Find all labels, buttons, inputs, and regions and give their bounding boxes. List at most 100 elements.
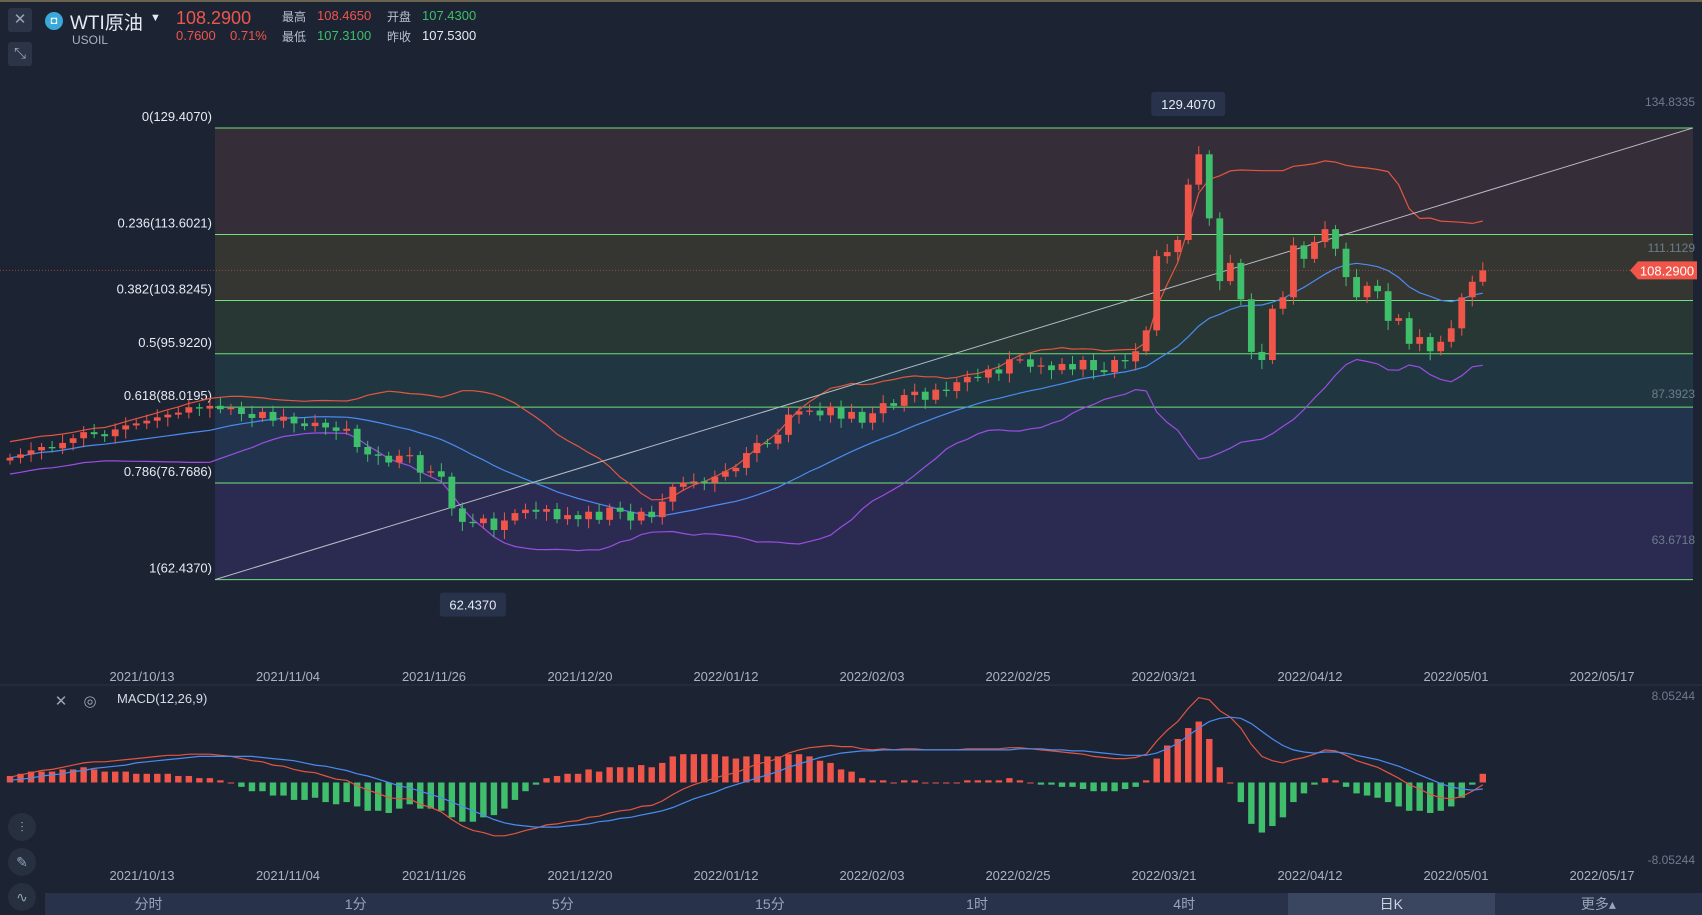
candle-body (59, 442, 66, 449)
candle-body (1216, 218, 1224, 282)
macd-histogram-bar (427, 782, 434, 809)
macd-histogram-bar (1258, 782, 1266, 833)
candle-body (1037, 365, 1045, 367)
prev-close-value: 107.5300 (422, 28, 477, 43)
candle-body (238, 407, 245, 414)
candle-body (248, 413, 256, 418)
fib-label: 1(62.4370) (149, 561, 212, 576)
close-icon[interactable]: ✕ (8, 8, 32, 32)
candle-body (858, 411, 866, 423)
tab-timeframe[interactable]: 1分 (344, 896, 367, 912)
tab-timeframe[interactable]: 1时 (966, 896, 988, 912)
candle-body (1006, 359, 1013, 374)
macd-histogram-bar (269, 782, 277, 796)
candle-body (406, 455, 414, 457)
macd-histogram-bar (858, 778, 866, 783)
high-value: 108.4650 (317, 8, 372, 23)
fib-zone (215, 353, 1693, 408)
candle-body (1321, 229, 1329, 242)
last-price: 108.2900 (176, 8, 252, 28)
tab-timeframe[interactable]: 15分 (755, 896, 785, 912)
candle-body (1142, 330, 1150, 352)
tab-timeframe[interactable]: 5分 (551, 896, 574, 912)
symbol-logo-icon: ◘ (45, 12, 63, 30)
candle-body (122, 425, 130, 430)
macd-histogram-bar (175, 775, 182, 783)
candle-body (669, 486, 677, 502)
candle-body (1100, 370, 1108, 373)
candle-body (364, 447, 372, 455)
candle-body (1226, 262, 1234, 282)
prev-close-label: 昨收 (387, 30, 412, 44)
candle-body (511, 513, 519, 521)
candle-type-icon[interactable]: ⫶ (8, 813, 36, 841)
macd-date-axis-label: 2021/11/26 (402, 868, 466, 883)
macd-histogram-bar (122, 771, 129, 783)
macd-date-axis-label: 2021/10/13 (109, 868, 174, 883)
candle-body (1184, 184, 1192, 240)
macd-histogram-bar (827, 762, 834, 783)
candle-body (1153, 256, 1161, 331)
macd-histogram-bar (1311, 782, 1318, 785)
macd-histogram-bar (322, 782, 329, 803)
date-axis-label: 2022/02/25 (985, 669, 1050, 684)
tab-timeframe[interactable]: 更多▴ (1580, 896, 1616, 912)
candle-body (217, 405, 224, 410)
macd-histogram-bar (985, 780, 992, 783)
macd-histogram-bar (595, 771, 603, 783)
macd-histogram-bar (1479, 773, 1486, 783)
symbol-code: USOIL (72, 33, 109, 47)
macd-histogram-bar (69, 769, 77, 783)
candle-body (153, 417, 161, 421)
candle-body (1237, 262, 1245, 300)
macd-histogram-bar (48, 771, 56, 783)
macd-histogram-bar (1132, 782, 1139, 787)
candle-body (721, 471, 729, 477)
candle-body (764, 442, 771, 445)
high-marker-box (1151, 91, 1226, 116)
macd-histogram-bar (1321, 778, 1329, 783)
candle-body (963, 376, 971, 383)
fib-zone (215, 234, 1693, 301)
candle-body (448, 476, 456, 509)
macd-histogram-bar (890, 782, 897, 784)
macd-histogram-bar (785, 754, 792, 783)
pencil-icon[interactable]: ✎ (8, 848, 36, 876)
symbol-name[interactable]: WTI原油 (70, 13, 143, 34)
chevron-down-icon[interactable]: ▼ (150, 12, 161, 24)
macd-histogram-bar (816, 760, 824, 783)
candle-body (911, 391, 919, 396)
macd-histogram-bar (343, 782, 350, 803)
macd-histogram-bar (469, 782, 477, 822)
indicator-icon[interactable]: ∿ (8, 883, 36, 911)
tab-timeframe[interactable]: 分时 (134, 896, 163, 912)
macd-label: MACD(12,26,9) (117, 691, 208, 706)
macd-histogram-bar (1185, 728, 1192, 783)
tab-timeframe[interactable]: 4时 (1173, 896, 1196, 912)
candle-body (1058, 364, 1066, 371)
macd-settings-icon[interactable]: ◎ (83, 693, 97, 710)
macd-histogram-bar (690, 754, 697, 783)
macd-histogram-bar (1090, 782, 1097, 792)
candle-body (195, 407, 203, 409)
candle-body (900, 395, 908, 406)
macd-histogram-bar (1216, 767, 1223, 783)
macd-histogram-bar (1248, 782, 1255, 824)
expand-icon[interactable]: ⤡ (8, 42, 32, 66)
candle-body (564, 515, 571, 520)
candle-body (132, 423, 140, 426)
macd-close-icon[interactable]: ✕ (54, 693, 68, 710)
date-axis-label: 2022/03/21 (1131, 669, 1196, 684)
candle-body (101, 434, 109, 437)
macd-date-axis-label: 2022/04/12 (1277, 868, 1342, 883)
tab-timeframe[interactable]: 日K (1287, 893, 1495, 915)
macd-histogram-bar (1174, 738, 1181, 783)
fib-label: 0.236(113.6021) (118, 216, 212, 231)
candle-body (1353, 277, 1360, 298)
macd-histogram-bar (869, 780, 876, 783)
macd-histogram-bar (1079, 782, 1087, 790)
macd-histogram-bar (1374, 782, 1381, 798)
macd-histogram-bar (616, 767, 624, 783)
macd-date-axis-label: 2022/05/01 (1423, 868, 1488, 883)
